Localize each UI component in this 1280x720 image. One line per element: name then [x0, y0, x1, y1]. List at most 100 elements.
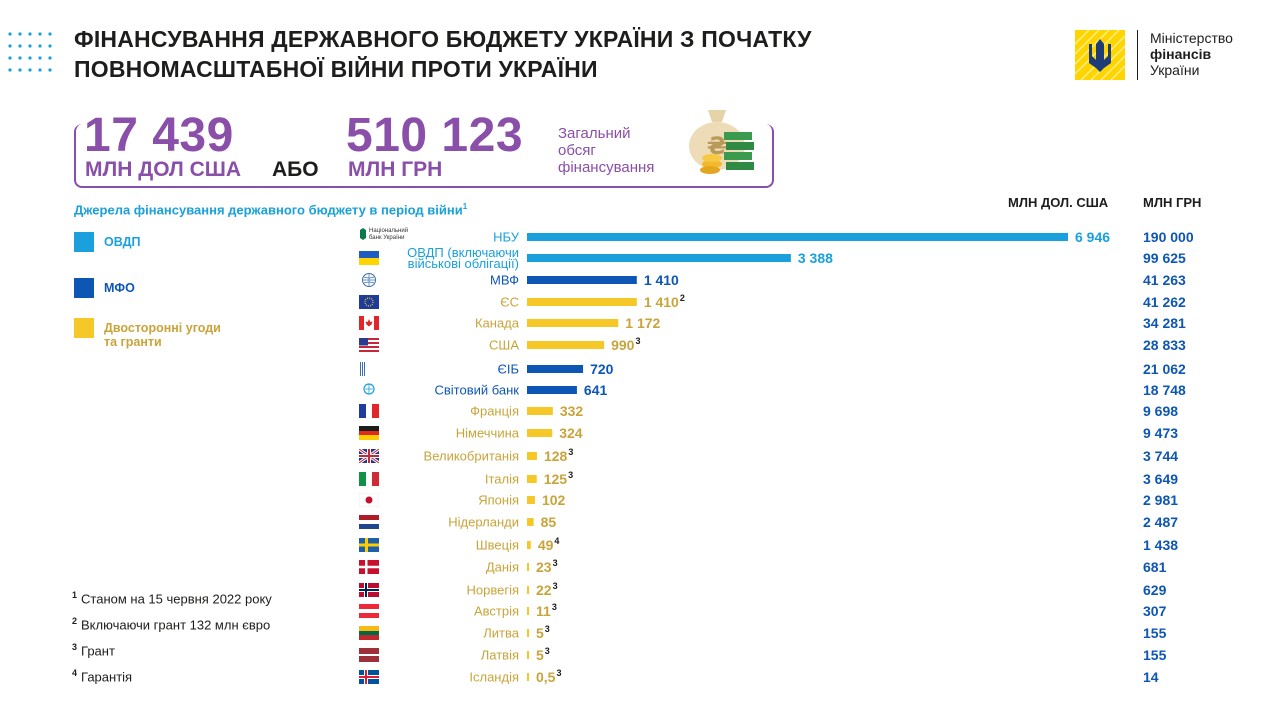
chart-subtitle-text: Джерела фінансування державного бюджету …: [74, 202, 463, 218]
footnote-4-text: Гарантія: [81, 669, 133, 685]
page-title: ФІНАНСУВАННЯ ДЕРЖАВНОГО БЮДЖЕТУ УКРАЇНИ …: [74, 24, 954, 84]
value-label-usd-16: 22: [536, 582, 552, 598]
chart-subtitle-footnote-mark: 1: [462, 202, 468, 211]
bar-9: [527, 429, 553, 437]
canada-flag-icon: [359, 316, 379, 330]
category-label-4: Канада: [475, 316, 520, 331]
bar-5: [527, 341, 605, 349]
totals-frame: [74, 124, 774, 188]
legend-label-ovdp: ОВДП: [104, 235, 141, 249]
category-label-19: Латвія: [481, 648, 519, 663]
value-label-usd-10: 128: [544, 448, 568, 464]
value-label-uah-1: 99 625: [1143, 250, 1186, 266]
footnote-3-mark: 3: [72, 642, 78, 652]
france-flag-icon: [359, 404, 379, 418]
bar-15: [527, 563, 529, 571]
legend-item-mfo: МФО: [74, 278, 135, 298]
value-label-uah-12: 2 981: [1143, 492, 1178, 508]
value-label-uah-20: 14: [1143, 669, 1159, 685]
value-label-usd-2: 1 410: [644, 272, 679, 288]
value-label-uah-3: 41 262: [1143, 294, 1186, 310]
legend-swatch-mfo: [74, 278, 94, 298]
title-line-2: ПОВНОМАСШТАБНОЇ ВІЙНИ ПРОТИ УКРАЇНИ: [74, 56, 598, 82]
footnote-3: 3 Грант: [72, 642, 115, 658]
category-label-12: Японія: [478, 493, 519, 508]
lithuania-flag-icon: [359, 626, 379, 640]
category-label-2: МВФ: [490, 273, 519, 288]
total-usd-value: 17 439: [84, 109, 234, 162]
footnote-4: 4 Гарантія: [72, 668, 132, 684]
footnote-mark-20: 3: [556, 668, 561, 678]
total-or-label: АБО: [272, 158, 319, 181]
category-label-8: Франція: [470, 404, 519, 419]
eib-flag-icon: [359, 362, 379, 376]
column-header-usd: МЛН ДОЛ. США: [1008, 195, 1109, 210]
bar-0: [527, 233, 1068, 241]
value-label-usd-15: 23: [536, 559, 552, 575]
value-label-uah-11: 3 649: [1143, 471, 1178, 487]
bar-2: [527, 276, 637, 284]
logo-divider: [1137, 30, 1138, 80]
footnote-mark-18: 3: [545, 624, 550, 634]
category-label-3: ЄС: [500, 295, 519, 310]
ministry-name-line-1: Міністерство: [1150, 30, 1233, 46]
legend-label-bilateral: Двосторонні угоди та гранти: [104, 321, 221, 349]
iceland-flag-icon: [359, 670, 379, 684]
value-label-usd-5: 990: [611, 337, 635, 353]
column-header-uah: МЛН ГРН: [1143, 195, 1202, 210]
bar-6: [527, 365, 584, 373]
value-label-uah-8: 9 698: [1143, 403, 1178, 419]
legend-item-ovdp: ОВДП: [74, 232, 140, 252]
value-label-uah-2: 41 263: [1143, 272, 1186, 288]
denmark-flag-icon: [359, 560, 379, 574]
value-label-usd-17: 11: [536, 603, 551, 619]
value-label-usd-19: 5: [536, 647, 544, 663]
total-usd-unit: МЛН ДОЛ США: [85, 158, 242, 181]
footnote-1: 1 Станом на 15 червня 2022 року: [72, 590, 272, 606]
footnote-2-mark: 2: [72, 616, 78, 626]
value-label-usd-13: 85: [541, 514, 557, 530]
total-label-line-3: фінансування: [558, 159, 655, 176]
category-label-1-line-1: ОВДП (включаючи: [407, 245, 519, 260]
bar-7: [527, 386, 577, 394]
value-label-usd-18: 5: [536, 625, 544, 641]
category-label-11: Італія: [485, 472, 519, 487]
footnote-mark-15: 3: [553, 558, 558, 568]
value-label-usd-4: 1 172: [625, 315, 660, 331]
japan-flag-icon: [358, 492, 380, 508]
category-label-13: Нідерланди: [448, 515, 519, 530]
total-label: Загальний обсяг фінансування: [558, 125, 678, 176]
category-label-10: Великобританія: [424, 449, 519, 464]
value-label-uah-9: 9 473: [1143, 425, 1178, 441]
ministry-name-line-3: України: [1150, 62, 1200, 78]
category-label-14: Швеція: [476, 538, 519, 553]
germany-flag-icon: [359, 426, 379, 440]
footnote-mark-17: 3: [552, 602, 557, 612]
imf-flag-icon: [359, 273, 379, 287]
value-label-usd-14: 49: [538, 537, 554, 553]
bar-20: [527, 673, 529, 681]
footnote-mark-14: 4: [554, 536, 559, 546]
sweden-flag-icon: [359, 538, 379, 552]
bar-8: [527, 407, 553, 415]
footnote-mark-19: 3: [545, 646, 550, 656]
uk-flag-icon: [358, 447, 380, 465]
legend-swatch-bilateral: [74, 318, 94, 338]
svg-text:₴: ₴: [707, 132, 728, 160]
decorative-dots: [8, 32, 52, 72]
footnote-mark-10: 3: [568, 447, 573, 457]
value-label-uah-17: 307: [1143, 603, 1167, 619]
value-label-usd-12: 102: [542, 492, 566, 508]
footnote-2-text: Включаючи грант 132 млн євро: [81, 617, 271, 633]
nbu-logo-text: Національний банк України: [369, 228, 409, 241]
italy-flag-icon: [359, 472, 379, 486]
ministry-trident-logo-icon: [1074, 29, 1126, 81]
category-label-1-line-2: військові облігації): [408, 256, 519, 271]
bar-17: [527, 607, 529, 615]
value-label-uah-4: 34 281: [1143, 315, 1186, 331]
value-label-usd-8: 332: [560, 403, 584, 419]
total-label-line-1: Загальний: [558, 125, 631, 142]
value-label-uah-15: 681: [1143, 559, 1167, 575]
value-label-uah-5: 28 833: [1143, 337, 1186, 353]
